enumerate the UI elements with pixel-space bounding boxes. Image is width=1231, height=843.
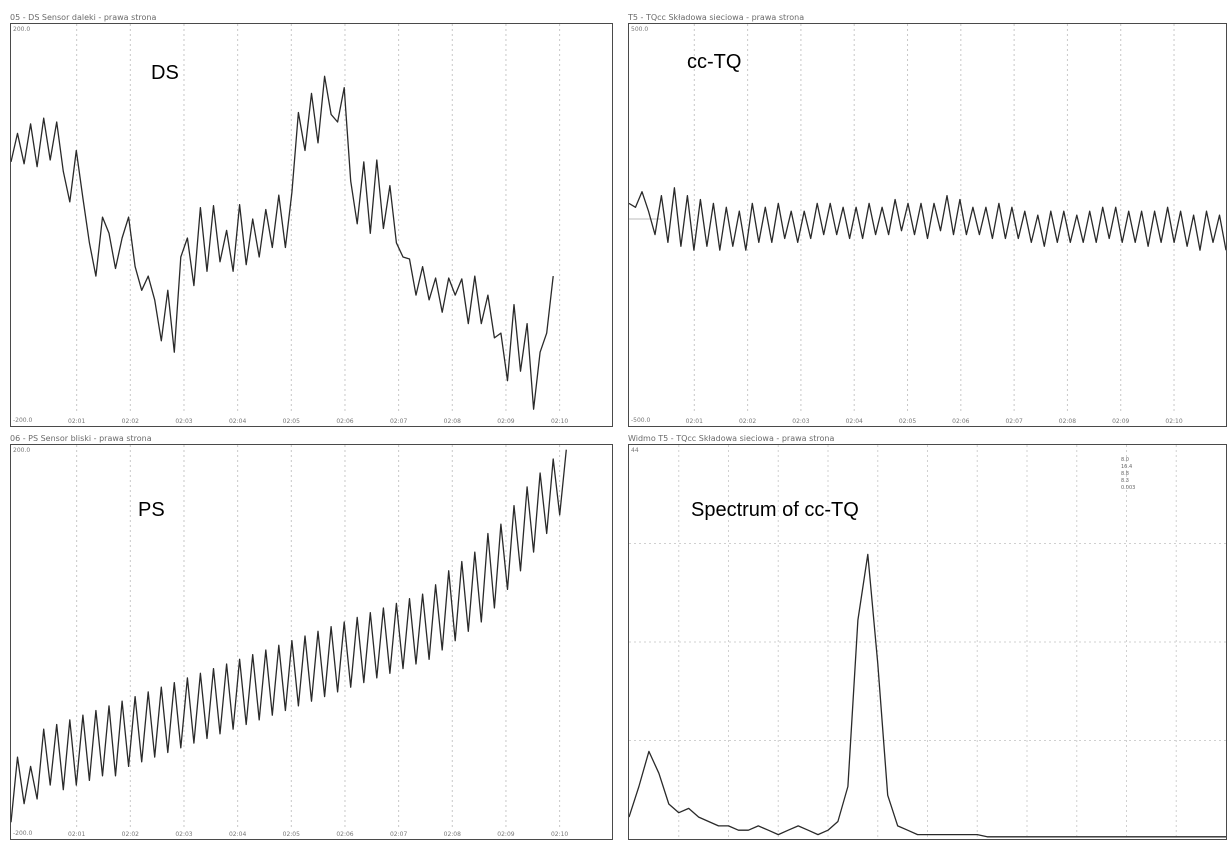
cctq-x-tick-label: 02:07 (1005, 418, 1022, 425)
spectrum-legend-line: 16.4 (1121, 464, 1133, 470)
cctq-x-tick-label: 02:10 (1165, 418, 1182, 425)
spectrum-series-label: Spectrum of cc-TQ (691, 499, 859, 521)
cctq-x-tick-label: 02:08 (1059, 418, 1076, 425)
ps-x-tick-label: 02:08 (444, 831, 461, 838)
spectrum-legend-line: 0.003 (1121, 485, 1136, 491)
ps-panel-caption: 06 - PS Sensor bliski - prawa strona (10, 434, 152, 443)
cctq-ymin-label: -500.0 (631, 417, 651, 424)
ps-x-tick-label: 02:03 (175, 831, 192, 838)
ds-x-tick-label: 02:02 (122, 418, 139, 425)
ps-x-tick-label: 02:02 (122, 831, 139, 838)
ps-ymax-label: 200.0 (13, 447, 31, 454)
ds-series-line (11, 75, 554, 410)
ds-x-tick-label: 02:03 (175, 418, 192, 425)
ds-x-tick-label: 02:07 (390, 418, 407, 425)
ps-plot: 02:01 02:02 02:03 02:04 02:05 02:06 02:07 02:08… (10, 444, 613, 840)
ps-x-tick-label: 02:05 (283, 831, 300, 838)
cctq-x-tick-label: 02:02 (739, 418, 756, 425)
cctq-x-tick-label: 02:09 (1112, 418, 1129, 425)
ds-x-tick-label: 02:05 (283, 418, 300, 425)
cctq-x-tick-label: 02:04 (846, 418, 863, 425)
ps-x-tick-label: 02:06 (336, 831, 353, 838)
spectrum-chart-svg (629, 445, 1226, 839)
cctq-x-tick-label: 02:03 (792, 418, 809, 425)
spectrum-legend-line: 8.0 (1121, 457, 1129, 463)
spectrum-legend-line: 8.3 (1121, 478, 1129, 484)
ps-x-tick-label: 02:07 (390, 831, 407, 838)
ds-plot: 02:01 02:02 02:03 02:04 02:05 02:06 02:07 02:08… (10, 23, 613, 427)
cctq-x-tick-label: 02:06 (952, 418, 969, 425)
ps-chart-svg: 02:01 02:02 02:03 02:04 02:05 02:06 02:07 02:08… (11, 445, 568, 838)
spectrum-series-line (629, 553, 1226, 838)
cctq-ymax-label: 500.0 (631, 26, 649, 33)
spectrum-ymax-label: 44 (631, 447, 639, 454)
ps-x-tick-label: 02:09 (497, 831, 514, 838)
ps-series-line (11, 449, 567, 823)
ds-series-label: DS (151, 62, 179, 84)
cctq-series-label: cc-TQ (687, 51, 742, 73)
spectrum-plot: 44 Spectrum of cc-TQ 8.0 16.4 8.8 8.3 0.… (628, 444, 1227, 840)
ds-x-tick-label: 02:09 (497, 418, 514, 425)
cctq-x-tick-label: 02:01 (686, 418, 703, 425)
spectrum-legend-line: 8.8 (1121, 471, 1129, 477)
ps-x-tick-label: 02:04 (229, 831, 246, 838)
spectrum-panel-caption: Widmo T5 - TQcc Składowa sieciowa - praw… (628, 434, 835, 443)
ds-x-tick-label: 02:08 (444, 418, 461, 425)
ps-series-label: PS (138, 499, 165, 521)
cctq-series-line (629, 187, 1226, 251)
ds-x-tick-label: 02:06 (336, 418, 353, 425)
cctq-plot: 02:01 02:02 02:03 02:04 02:05 02:06 02:07 02:08… (628, 23, 1227, 427)
ds-x-tick-label: 02:04 (229, 418, 246, 425)
cctq-panel-caption: T5 - TQcc Składowa sieciowa - prawa stro… (628, 13, 805, 22)
ds-ymax-label: 200.0 (13, 26, 31, 33)
ds-x-tick-label: 02:01 (68, 418, 85, 425)
ds-panel-caption: 05 - DS Sensor daleki - prawa strona (10, 13, 157, 22)
ps-ymin-label: -200.0 (13, 830, 33, 837)
spectrum-legend: 8.0 16.4 8.8 8.3 0.003 (1121, 457, 1135, 492)
ds-ymin-label: -200.0 (13, 417, 33, 424)
ps-x-tick-label: 02:10 (551, 831, 568, 838)
ds-x-tick-label: 02:10 (551, 418, 568, 425)
cctq-x-tick-label: 02:05 (899, 418, 916, 425)
cctq-chart-svg: 02:01 02:02 02:03 02:04 02:05 02:06 02:07 02:08… (629, 24, 1226, 425)
ps-x-tick-label: 02:01 (68, 831, 85, 838)
ds-chart-svg: 02:01 02:02 02:03 02:04 02:05 02:06 02:07 02:08… (11, 24, 568, 425)
